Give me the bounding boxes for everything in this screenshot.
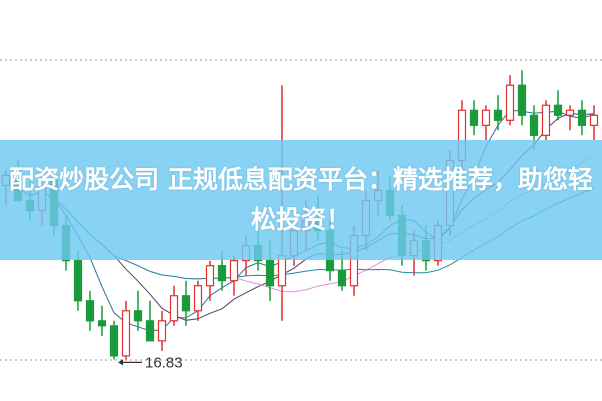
candle xyxy=(589,105,599,141)
arrow-head-icon xyxy=(118,359,123,366)
candle-body xyxy=(145,320,155,342)
candle-body xyxy=(85,300,95,322)
candle-body xyxy=(565,109,575,116)
candle xyxy=(109,320,119,360)
candle-body xyxy=(109,325,119,357)
candle xyxy=(169,285,179,326)
candle xyxy=(133,290,143,331)
candle-body xyxy=(133,310,143,322)
candle xyxy=(577,100,587,136)
candle xyxy=(565,105,575,131)
candle-body xyxy=(469,109,479,126)
candle-body xyxy=(217,265,227,282)
candle-body xyxy=(541,104,551,136)
ad-banner[interactable]: 配资炒股公司 正规低息配资平台：精选推荐，助您轻松投资！ xyxy=(0,140,602,260)
candle xyxy=(121,300,131,360)
candle-body xyxy=(493,109,503,121)
candle-body xyxy=(229,260,239,282)
candle-body xyxy=(481,109,491,126)
candle-body xyxy=(97,320,107,327)
candle-body xyxy=(277,255,287,287)
candle-body xyxy=(205,265,215,287)
candle xyxy=(205,260,215,301)
candle-body xyxy=(193,285,203,312)
candle-body xyxy=(553,104,563,116)
candle-body xyxy=(157,320,167,342)
candle-body xyxy=(121,310,131,357)
candle xyxy=(73,250,83,311)
candle xyxy=(517,70,527,126)
candle xyxy=(229,255,239,296)
candle xyxy=(541,100,551,141)
candle xyxy=(193,280,203,321)
candle-body xyxy=(73,260,83,302)
candle xyxy=(181,280,191,326)
candle xyxy=(85,290,95,331)
candle xyxy=(493,95,503,131)
candle-body xyxy=(577,109,587,126)
candle-body xyxy=(265,260,275,287)
candle xyxy=(505,75,515,126)
candle xyxy=(145,300,155,342)
candle xyxy=(97,305,107,336)
low-price-label: 16.83 xyxy=(145,354,183,371)
candle-body xyxy=(589,114,599,126)
banner-text: 配资炒股公司 正规低息配资平台：精选推荐，助您轻松投资！ xyxy=(9,165,593,234)
candle xyxy=(553,90,563,121)
candle-body xyxy=(337,270,347,287)
candle-body xyxy=(181,295,191,312)
candle xyxy=(157,310,167,351)
candle-body xyxy=(169,295,179,322)
candle-body xyxy=(517,84,527,116)
candle xyxy=(469,100,479,136)
candle xyxy=(481,105,491,141)
candle-body xyxy=(505,84,515,121)
candle-body xyxy=(529,114,539,136)
